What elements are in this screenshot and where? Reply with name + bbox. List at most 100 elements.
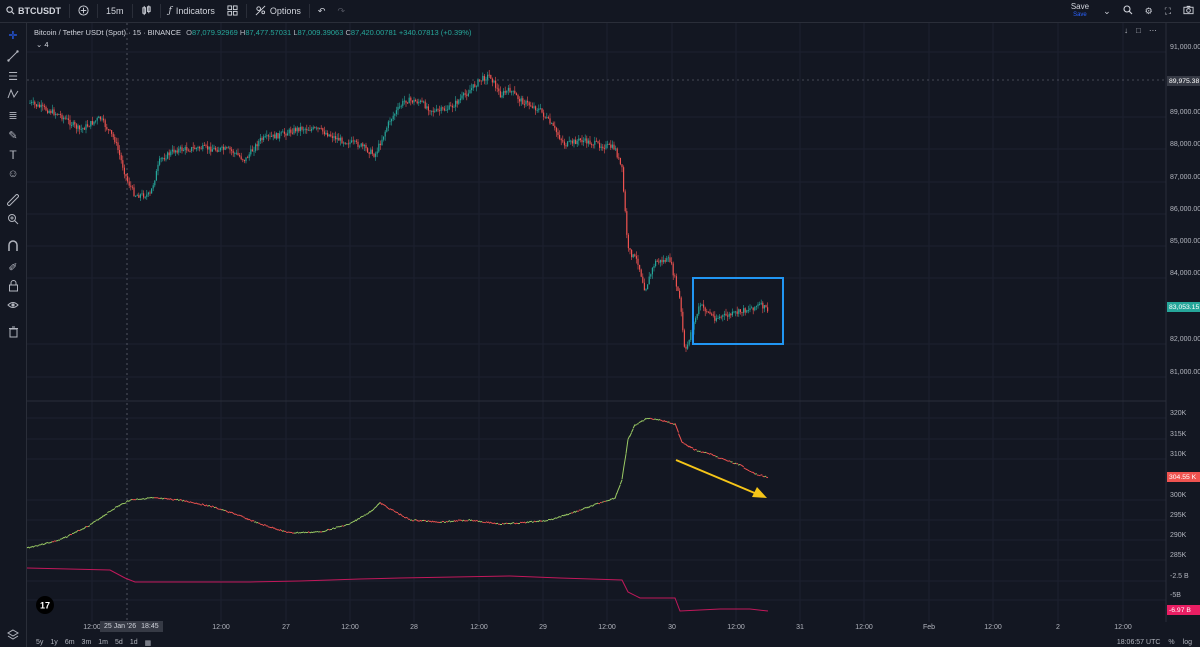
trendline-tool[interactable]	[5, 49, 21, 65]
high-value: 87,477.57031	[245, 28, 292, 37]
object-tree-button[interactable]	[5, 628, 21, 644]
candle-body	[456, 100, 458, 104]
candle-body	[683, 330, 685, 347]
interval-button[interactable]: 15m	[106, 6, 124, 16]
cvd-segment	[127, 500, 131, 502]
candle-body	[755, 306, 757, 307]
redo-icon: ↷	[337, 5, 346, 16]
cvd-segment	[275, 528, 279, 531]
save-button[interactable]: Save Save	[1063, 2, 1097, 20]
range-button-1y[interactable]: 1y	[50, 639, 58, 646]
magnet-tool[interactable]	[5, 239, 21, 255]
options-button[interactable]: Options	[249, 0, 307, 22]
candle-body	[672, 263, 674, 276]
cvd-segment	[343, 524, 347, 527]
goto-date-icon[interactable]: ▦	[144, 639, 152, 647]
candle-body	[66, 118, 68, 120]
range-button-5y[interactable]: 5y	[36, 639, 44, 646]
candle-body	[403, 100, 405, 102]
last-price-tag: 83,053.15	[1167, 302, 1200, 312]
candle-body	[485, 79, 487, 81]
snapshot-button[interactable]	[1177, 0, 1200, 22]
candle-body	[383, 136, 385, 140]
log-toggle[interactable]: log	[1182, 639, 1192, 646]
cvd-segment	[625, 439, 629, 454]
indicator-last-value-tag: 304.55 K	[1167, 472, 1200, 482]
cvd-segment	[683, 443, 686, 445]
save-dropdown[interactable]: ⌄	[1097, 0, 1117, 22]
symbol-search[interactable]: BTCUSDT	[0, 0, 67, 22]
ruler-icon	[6, 192, 20, 209]
cvd-segment	[415, 519, 419, 522]
lock-tool[interactable]	[5, 279, 21, 295]
candle-body	[303, 129, 305, 131]
fullscreen-button[interactable]: ⛶	[1159, 0, 1177, 22]
fib-tool[interactable]: ☰	[5, 68, 21, 84]
cvd-segment	[734, 462, 737, 465]
candle-body	[571, 140, 573, 144]
crosshair-price-tag: 89,975.38	[1167, 76, 1200, 86]
candle-body	[370, 149, 372, 154]
cvd-segment	[485, 521, 489, 524]
indicators-button[interactable]: ƒ Indicators	[163, 0, 221, 22]
time-axis-label: 2	[1056, 624, 1060, 631]
arrow-down-icon[interactable]: ↓	[1124, 26, 1128, 35]
candle-body	[515, 93, 517, 96]
range-button-1d[interactable]: 1d	[129, 639, 138, 646]
candle-body	[731, 311, 733, 316]
cvd-segment	[401, 515, 405, 518]
text-tool[interactable]: T	[5, 147, 21, 163]
candle-body	[176, 150, 178, 153]
visibility-tool[interactable]	[5, 298, 21, 314]
pattern-tool[interactable]	[5, 87, 21, 103]
indicator2-last-value-tag: -6.97 B	[1167, 605, 1200, 615]
cvd-segment	[279, 529, 283, 532]
zoom-tool[interactable]	[5, 212, 21, 228]
candle-body	[368, 152, 370, 154]
range-button-1m[interactable]: 1m	[98, 639, 109, 646]
range-button-3m[interactable]: 3m	[81, 639, 92, 646]
time-axis-label: 12:00	[470, 624, 488, 631]
crosshair-tool[interactable]: ✛	[5, 27, 21, 43]
range-button-6m[interactable]: 6m	[64, 639, 75, 646]
cvd-segment	[453, 520, 457, 522]
cvd-segment	[91, 521, 95, 525]
cvd-segment	[594, 503, 597, 505]
candle-body	[538, 108, 540, 111]
candle-body	[613, 144, 615, 150]
cvd-segment	[375, 504, 379, 508]
measure-tool[interactable]	[5, 192, 21, 209]
quick-search-button[interactable]	[1117, 0, 1139, 22]
legend-collapse-toggle[interactable]: ⌄ 4	[36, 40, 49, 49]
settings-button[interactable]: ⚙	[1139, 0, 1159, 22]
stay-drawing-tool[interactable]: ✐	[5, 259, 21, 275]
maximize-pane-icon[interactable]: □	[1136, 26, 1141, 35]
compare-button[interactable]	[72, 0, 95, 22]
candle-body	[264, 136, 266, 138]
divider	[245, 4, 247, 18]
candle-body	[477, 79, 479, 87]
chart-type-button[interactable]	[135, 0, 158, 22]
cvd-segment	[737, 463, 741, 466]
candle-body	[421, 100, 423, 102]
candle-body	[728, 313, 730, 317]
cvd-segment	[706, 452, 709, 454]
more-icon[interactable]: ⋯	[1148, 26, 1157, 35]
projection-tool[interactable]: ≣	[5, 107, 21, 123]
candle-body	[514, 90, 516, 94]
candle-body	[183, 149, 185, 151]
utc-clock[interactable]: 18:06:57 UTC	[1116, 639, 1161, 646]
symbol-title[interactable]: Bitcoin / Tether USDt (Spot) · 15 · BINA…	[34, 28, 181, 37]
layouts-button[interactable]	[221, 0, 244, 22]
remove-drawings-tool[interactable]	[5, 325, 21, 341]
range-button-5d[interactable]: 5d	[115, 639, 123, 646]
cvd-segment	[191, 501, 195, 504]
percent-toggle[interactable]: %	[1168, 639, 1175, 646]
brush-tool[interactable]: ✎	[5, 127, 21, 143]
candle-body	[629, 248, 631, 250]
crosshair-date: 25 Jan '26	[104, 623, 137, 630]
undo-button[interactable]: ↶	[312, 0, 332, 22]
emoji-tool[interactable]: ☺	[5, 166, 21, 182]
redo-button[interactable]: ↷	[331, 0, 351, 22]
